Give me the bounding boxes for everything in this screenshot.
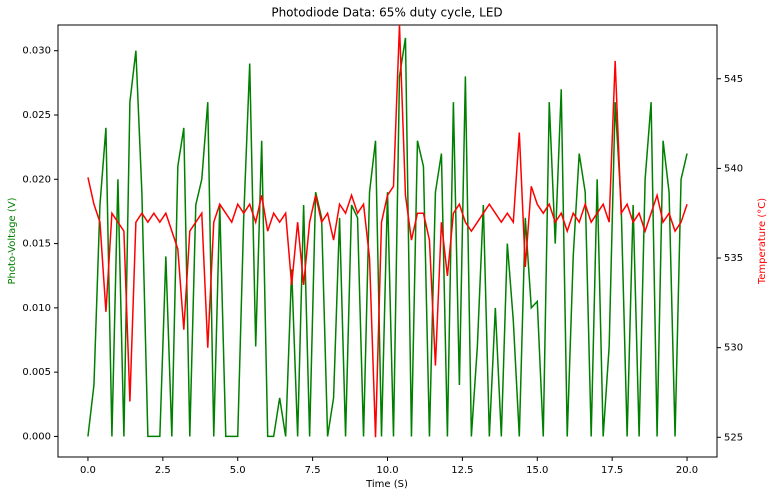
y2-tick-label: 525 <box>724 432 743 443</box>
y-tick-label: 0.010 <box>22 303 51 314</box>
x-tick-label: 0.0 <box>80 465 96 476</box>
data-line <box>87 37 688 438</box>
y-tick-label: 0.000 <box>22 431 51 442</box>
y-tick-label: 0.005 <box>22 367 51 378</box>
y-tick-label: 0.030 <box>22 46 51 57</box>
y2-tick-label: 530 <box>724 343 743 354</box>
y-tick-label: 0.025 <box>22 110 51 121</box>
y-tick-label: 0.020 <box>22 174 51 185</box>
x-tick-label: 12.5 <box>451 465 473 476</box>
data-line <box>87 24 688 438</box>
x-tick-label: 17.5 <box>601 465 623 476</box>
y-tick-label: 0.015 <box>22 239 51 250</box>
x-tick-label: 2.5 <box>155 465 171 476</box>
plot-frame <box>57 24 718 458</box>
x-tick-label: 5.0 <box>230 465 246 476</box>
y-axis-label: Photo-Voltage (V) <box>7 197 18 284</box>
x-tick-label: 20.0 <box>676 465 698 476</box>
x-axis-label: Time (S) <box>365 479 408 490</box>
chart-title: Photodiode Data: 65% duty cycle, LED <box>271 6 502 20</box>
x-tick-label: 10.0 <box>376 465 398 476</box>
y2-tick-label: 540 <box>724 163 743 174</box>
y2-tick-label: 535 <box>724 253 743 264</box>
x-tick-label: 7.5 <box>305 465 321 476</box>
y2-axis-label: Temperature (°C) <box>757 198 768 285</box>
y2-tick-label: 545 <box>724 74 743 85</box>
x-tick-label: 15.0 <box>526 465 548 476</box>
